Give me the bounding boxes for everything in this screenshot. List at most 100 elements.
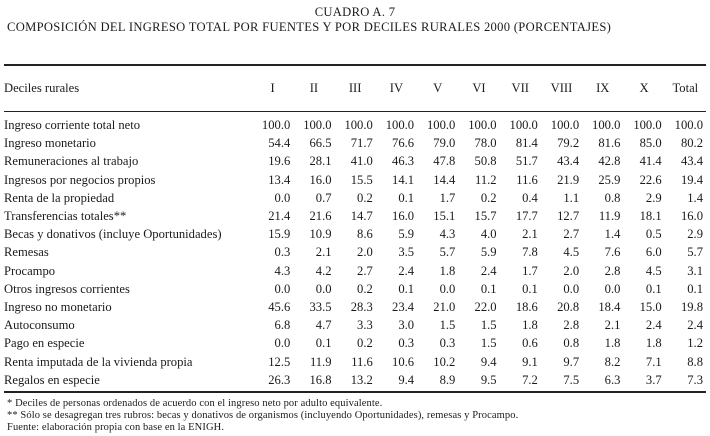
value-cell: 19.6 bbox=[268, 154, 291, 169]
table-row: Becas y donativos (incluye Oportunidades… bbox=[4, 225, 706, 243]
value-cell: 2.4 bbox=[398, 263, 415, 278]
value-cell: 2.9 bbox=[645, 190, 662, 205]
row-label-cell: Becas y donativos (incluye Oportunidades… bbox=[4, 227, 222, 242]
value-cell: 2.1 bbox=[522, 227, 538, 242]
value-cell: 50.8 bbox=[474, 154, 497, 169]
value-cell: 0.3 bbox=[274, 245, 291, 260]
value-cell: 0.1 bbox=[480, 281, 497, 296]
value-cell: 21.0 bbox=[433, 300, 456, 315]
value-cell: 8.2 bbox=[604, 354, 621, 369]
row-header-label: Deciles rurales bbox=[4, 65, 252, 112]
table-row: Pago en especie 0.0 0.1 0.2 0.3 0.3 1.5 0.6 0.8 1… bbox=[4, 334, 706, 352]
table-title: COMPOSICIÓN DEL INGRESO TOTAL POR FUENTE… bbox=[7, 20, 612, 34]
value-cell: 18.6 bbox=[515, 300, 538, 315]
table-head: Deciles rurales I II III IV V VI VII VIII IX X Tot… bbox=[4, 65, 706, 112]
value-cell: 81.4 bbox=[515, 136, 538, 151]
row-label-cell: Autoconsumo bbox=[4, 318, 75, 333]
value-cell: 10.9 bbox=[309, 227, 332, 242]
value-cell: 2.0 bbox=[357, 245, 373, 260]
value-cell: 0.1 bbox=[315, 336, 332, 351]
value-cell: 16.0 bbox=[680, 209, 703, 224]
value-cell: 9.5 bbox=[480, 372, 497, 387]
value-cell: 8.8 bbox=[687, 354, 703, 369]
table-row: Regalos en especie 26.3 16.8 13.2 9.4 8.9 9.5 7… bbox=[4, 371, 706, 392]
column-header: VI bbox=[458, 65, 500, 112]
value-cell: 4.7 bbox=[315, 318, 332, 333]
column-header: III bbox=[334, 65, 376, 112]
value-cell: 54.4 bbox=[268, 136, 291, 151]
value-cell: 0.2 bbox=[480, 190, 497, 205]
value-cell: 79.2 bbox=[557, 136, 580, 151]
value-cell: 71.7 bbox=[350, 136, 373, 151]
column-header: VII bbox=[499, 65, 541, 112]
value-cell: 23.4 bbox=[392, 300, 415, 315]
value-cell: 100.0 bbox=[385, 118, 415, 132]
value-cell: 9.4 bbox=[480, 354, 497, 369]
column-header: X bbox=[623, 65, 665, 112]
value-cell: 11.2 bbox=[475, 172, 497, 187]
value-cell: 22.0 bbox=[474, 300, 497, 315]
column-header: IX bbox=[582, 65, 624, 112]
value-cell: 13.4 bbox=[268, 172, 291, 187]
table-row: Remuneraciones al trabajo 19.6 28.1 41.0 46.… bbox=[4, 152, 706, 170]
value-cell: 0.2 bbox=[357, 281, 373, 296]
table-row: Transferencias totales** 21.4 21.6 14.7 16.0… bbox=[4, 207, 706, 225]
row-label-cell: Ingreso no monetario bbox=[4, 300, 112, 315]
value-cell: 21.6 bbox=[309, 209, 332, 224]
value-cell: 79.0 bbox=[433, 136, 456, 151]
value-cell: 15.0 bbox=[639, 300, 662, 315]
table-row: Autoconsumo 6.8 4.7 3.3 3.0 1.5 1.5 1.8 2.8 2.1 2.… bbox=[4, 316, 706, 334]
value-cell: 85.0 bbox=[639, 136, 662, 151]
value-cell: 9.7 bbox=[563, 354, 580, 369]
column-header: V bbox=[417, 65, 459, 112]
value-cell: 7.1 bbox=[645, 354, 662, 369]
column-header: VIII bbox=[540, 65, 583, 112]
row-label-cell: Renta de la propiedad bbox=[4, 190, 115, 205]
value-cell: 2.7 bbox=[357, 263, 373, 278]
value-cell: 0.2 bbox=[357, 336, 373, 351]
value-cell: 15.5 bbox=[350, 172, 373, 187]
value-cell: 4.2 bbox=[315, 263, 332, 278]
value-cell: 7.3 bbox=[687, 372, 703, 387]
row-label-cell: Remuneraciones al trabajo bbox=[4, 154, 139, 169]
value-cell: 0.1 bbox=[522, 281, 538, 296]
value-cell: 15.7 bbox=[474, 209, 497, 224]
value-cell: 11.9 bbox=[598, 209, 621, 224]
value-cell: 8.6 bbox=[357, 227, 373, 242]
value-cell: 0.0 bbox=[604, 281, 621, 296]
value-cell: 6.0 bbox=[645, 245, 662, 260]
value-cell: 20.8 bbox=[557, 300, 580, 315]
footnotes-block: * Deciles de personas ordenados de acuer… bbox=[7, 398, 710, 433]
value-cell: 3.5 bbox=[398, 245, 415, 260]
value-cell: 14.1 bbox=[392, 172, 415, 187]
value-cell: 4.5 bbox=[563, 245, 580, 260]
value-cell: 66.5 bbox=[309, 136, 332, 151]
row-label-cell: Transferencias totales** bbox=[4, 209, 127, 224]
value-cell: 100.0 bbox=[633, 118, 662, 132]
value-cell: 2.4 bbox=[687, 318, 703, 333]
value-cell: 1.7 bbox=[522, 263, 538, 278]
value-cell: 0.0 bbox=[274, 336, 291, 351]
value-cell: 1.5 bbox=[439, 318, 456, 333]
value-cell: 9.1 bbox=[522, 354, 538, 369]
table-row: Otros ingresos corrientes 0.0 0.0 0.2 0.1 0.0… bbox=[4, 280, 706, 298]
value-cell: 45.6 bbox=[268, 300, 291, 315]
value-cell: 0.4 bbox=[522, 190, 538, 205]
value-cell: 16.0 bbox=[392, 209, 415, 224]
value-cell: 2.7 bbox=[563, 227, 580, 242]
row-label-cell: Regalos en especie bbox=[4, 372, 100, 387]
value-cell: 0.7 bbox=[315, 190, 332, 205]
value-cell: 5.9 bbox=[398, 227, 415, 242]
value-cell: 2.1 bbox=[315, 245, 332, 260]
row-label-cell: Ingresos por negocios propios bbox=[4, 172, 156, 187]
column-header: IV bbox=[375, 65, 418, 112]
value-cell: 7.8 bbox=[522, 245, 538, 260]
value-cell: 1.8 bbox=[604, 336, 621, 351]
value-cell: 100.0 bbox=[550, 118, 580, 132]
value-cell: 0.1 bbox=[687, 281, 703, 296]
footnote-deciles: * Deciles de personas ordenados de acuer… bbox=[7, 398, 383, 410]
value-cell: 11.6 bbox=[351, 354, 373, 369]
value-cell: 8.9 bbox=[439, 372, 456, 387]
value-cell: 5.7 bbox=[439, 245, 456, 260]
value-cell: 0.3 bbox=[439, 336, 456, 351]
